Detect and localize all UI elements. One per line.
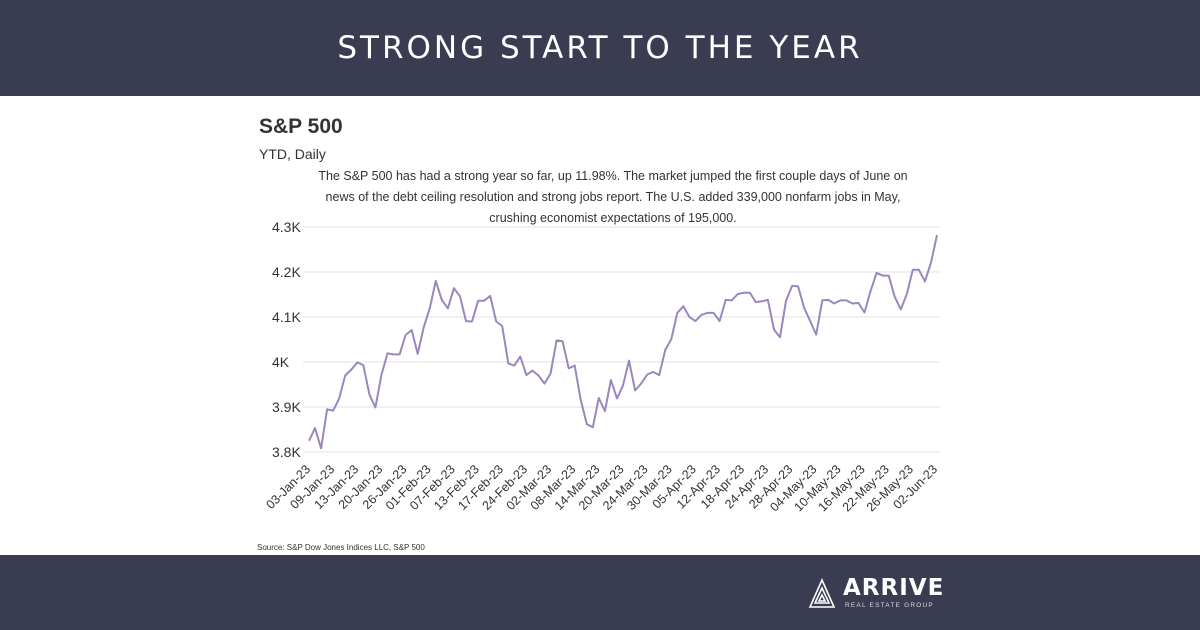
y-tick-label: 3.8K xyxy=(272,444,301,460)
chart-title: S&P 500 xyxy=(259,115,343,138)
page-title: STRONG START TO THE YEAR xyxy=(337,30,863,66)
chart-annotation: The S&P 500 has had a strong year so far… xyxy=(318,169,908,225)
y-tick-label: 3.9K xyxy=(272,399,301,415)
chart-subtitle: YTD, Daily xyxy=(259,146,326,162)
source-note: Source: S&P Dow Jones Indices LLC, S&P 5… xyxy=(257,543,425,552)
y-tick-label: 4.2K xyxy=(272,264,301,280)
arrive-logo-icon xyxy=(808,578,836,608)
y-tick-label: 4.3K xyxy=(272,219,301,235)
line-chart: 3.8K3.9K4K4.1K4.2K4.3K03-Jan-2309-Jan-23… xyxy=(263,219,940,514)
series-line xyxy=(308,234,938,450)
footer-band xyxy=(0,555,1200,630)
y-tick-label: 4K xyxy=(272,354,290,370)
brand-name: ARRIVE xyxy=(843,575,945,601)
header-band: STRONG START TO THE YEAR xyxy=(0,0,1200,96)
y-tick-label: 4.1K xyxy=(272,309,301,325)
brand-tagline: REAL ESTATE GROUP xyxy=(845,602,934,609)
